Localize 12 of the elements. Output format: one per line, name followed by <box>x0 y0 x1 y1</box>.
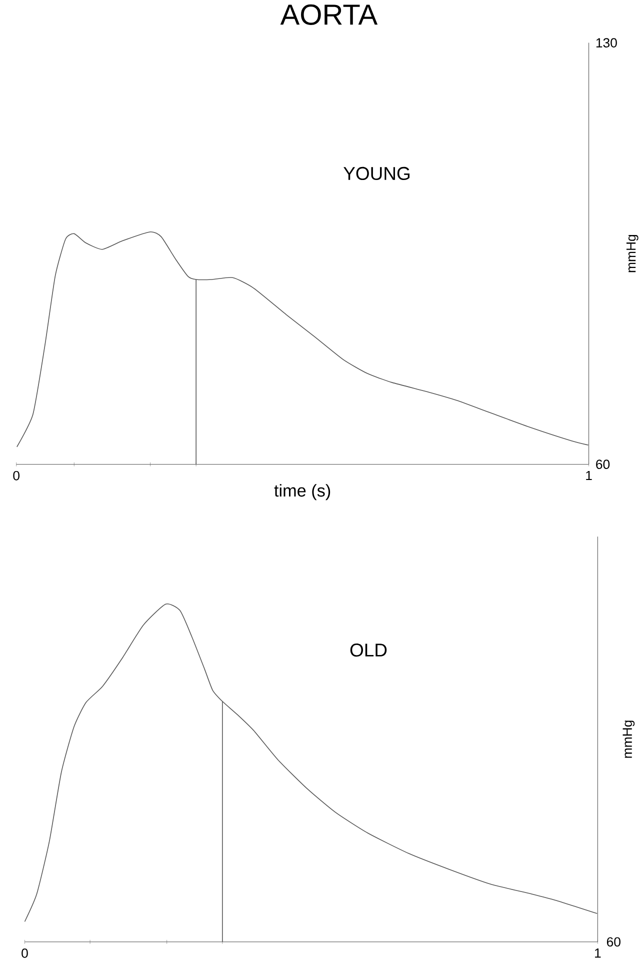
y-tick-label: 130 <box>596 38 618 48</box>
x-axis-title: time (s) <box>274 484 330 500</box>
text: 60 <box>607 937 621 947</box>
text: OLD <box>350 644 387 657</box>
chart-title: AORTA <box>280 4 378 25</box>
y-axis-title: mmHg <box>622 720 635 758</box>
x-tick-label: 1 <box>586 470 592 480</box>
x-tick-label: 0 <box>13 470 20 480</box>
x-tick-label: 0 <box>22 948 28 958</box>
text: YOUNG <box>344 166 410 180</box>
x-tick-label: 1 <box>595 948 601 958</box>
y-axis-title: mmHg <box>626 234 638 272</box>
